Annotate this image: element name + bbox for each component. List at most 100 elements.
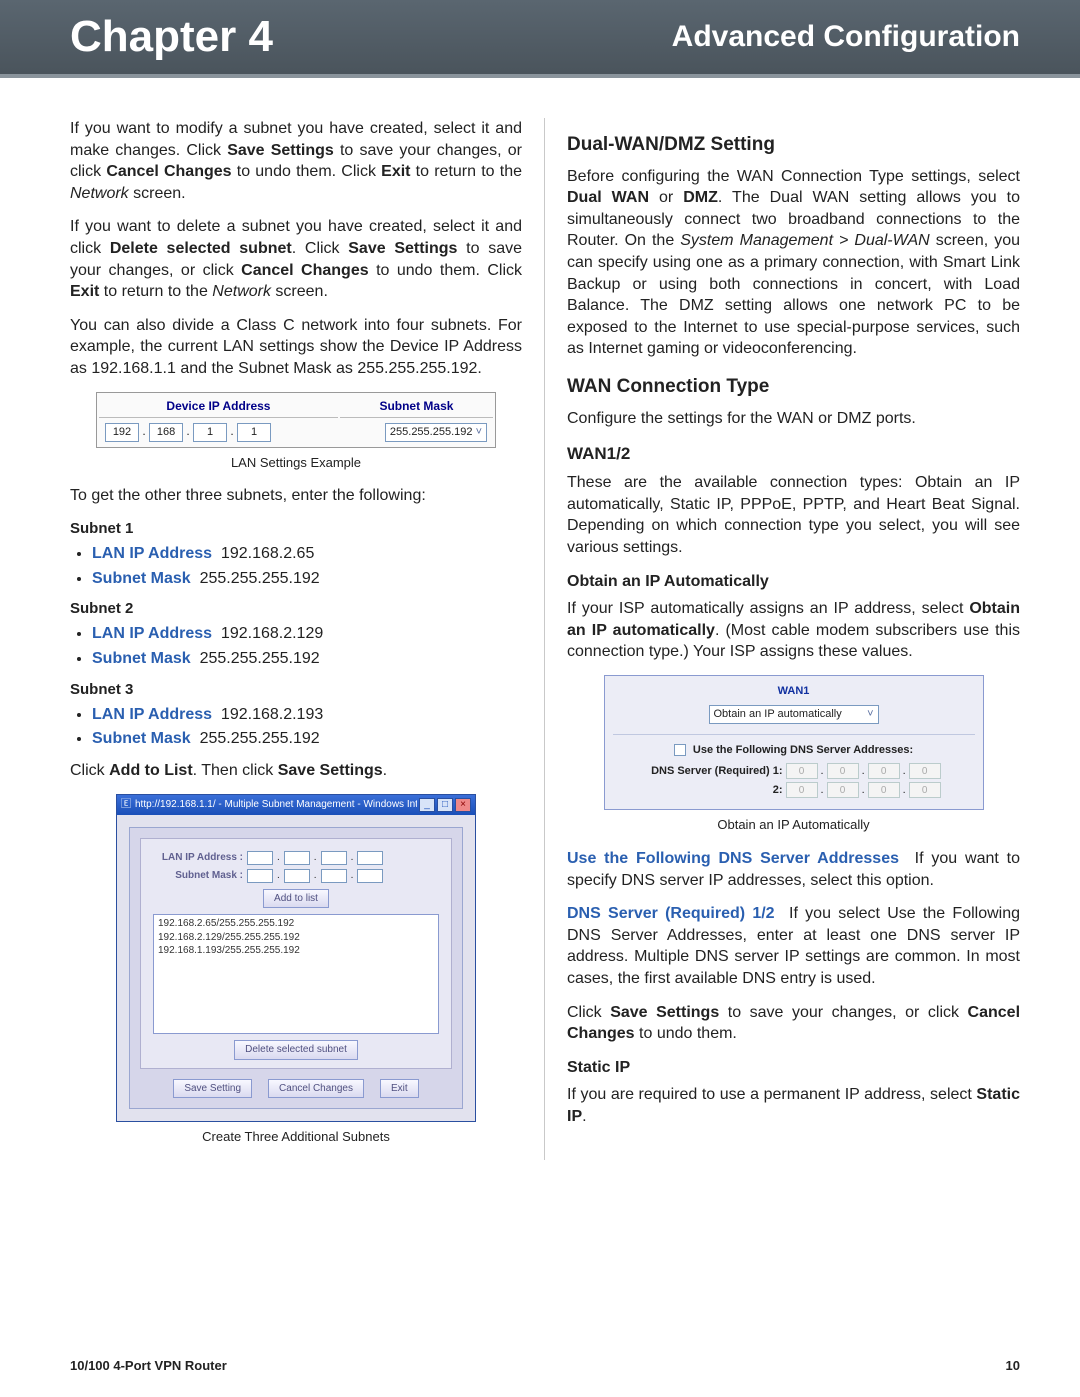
para-dnsreq: DNS Server (Required) 1/2 If you select …: [567, 903, 1020, 989]
field-value: 192.168.2.193: [221, 706, 323, 723]
close-icon[interactable]: ×: [455, 798, 471, 812]
text: or: [649, 189, 683, 206]
save-setting-button[interactable]: Save Setting: [173, 1079, 252, 1099]
ip-octet[interactable]: 168: [149, 423, 183, 442]
text-bold: Save Settings: [227, 142, 334, 159]
mask-value: 255.255.255.192: [390, 426, 473, 438]
text-bold: DMZ: [683, 189, 718, 206]
dns-octet[interactable]: 0: [868, 782, 900, 798]
ip-octet-input[interactable]: [321, 851, 347, 865]
text: . Click: [292, 240, 349, 257]
list-item[interactable]: 192.168.2.65/255.255.255.192: [158, 917, 434, 931]
ip-octet[interactable]: 1: [193, 423, 227, 442]
text: screen.: [129, 185, 186, 202]
window-title: http://192.168.1.1/ - Multiple Subnet Ma…: [135, 798, 417, 812]
para-obtain: If your ISP automatically assigns an IP …: [567, 598, 1020, 663]
list-item[interactable]: 192.168.2.129/255.255.255.192: [158, 931, 434, 945]
subnet-list-box[interactable]: 192.168.2.65/255.255.255.192 192.168.2.1…: [153, 914, 439, 1034]
text: If your ISP automatically assigns an IP …: [567, 600, 969, 617]
text: to return to the: [410, 163, 522, 180]
list-item[interactable]: 192.168.1.193/255.255.255.192: [158, 944, 434, 958]
field-label: Subnet Mask: [92, 570, 191, 587]
ip-octet-input[interactable]: [247, 851, 273, 865]
heading-static: Static IP: [567, 1057, 1020, 1079]
subnet-mgmt-window: 🄴 http://192.168.1.1/ - Multiple Subnet …: [116, 794, 476, 1123]
field-value: 192.168.2.129: [221, 625, 323, 642]
list-item: LAN IP Address 192.168.2.129: [92, 623, 522, 645]
text-bold: Exit: [70, 283, 99, 300]
wan1-figure: WAN1 Obtain an IP automatically ˅ Use th…: [604, 675, 984, 811]
dns-octet[interactable]: 0: [909, 763, 941, 779]
right-column: Dual-WAN/DMZ Setting Before configuring …: [545, 118, 1020, 1160]
label: 2:: [613, 783, 783, 798]
chevron-down-icon: ˅: [476, 426, 482, 438]
checkbox-label: Use the Following DNS Server Addresses:: [693, 744, 913, 756]
list-item: LAN IP Address 192.168.2.65: [92, 543, 522, 565]
text-bold: Cancel Changes: [241, 262, 368, 279]
subnet1-list: LAN IP Address 192.168.2.65 Subnet Mask …: [70, 543, 522, 589]
row-lan-ip: LAN IP Address : . . .: [153, 851, 439, 865]
heading-wan12: WAN1/2: [567, 443, 1020, 466]
text-bold: Save Settings: [610, 1004, 719, 1021]
dns2-row: 2: 0. 0. 0. 0: [613, 782, 975, 798]
chevron-down-icon: ˅: [867, 707, 873, 722]
text: .: [383, 762, 387, 779]
label: Subnet Mask :: [153, 869, 243, 883]
field-label: Subnet Mask: [92, 730, 191, 747]
text-bold: Save Settings: [278, 762, 383, 779]
mask-octet-input[interactable]: [284, 869, 310, 883]
text-italic: Network: [212, 283, 271, 300]
dns-octet[interactable]: 0: [786, 763, 818, 779]
add-to-list-button[interactable]: Add to list: [263, 889, 329, 909]
ip-octet[interactable]: 1: [237, 423, 271, 442]
text: . Then click: [193, 762, 278, 779]
para-classc: You can also divide a Class C network in…: [70, 315, 522, 380]
mask-octet-input[interactable]: [357, 869, 383, 883]
minimize-icon[interactable]: _: [419, 798, 435, 812]
ip-octet-input[interactable]: [357, 851, 383, 865]
mask-octet-input[interactable]: [321, 869, 347, 883]
text-bold: Exit: [381, 163, 410, 180]
dns-octet[interactable]: 0: [786, 782, 818, 798]
mask-octet-input[interactable]: [247, 869, 273, 883]
dns-octet[interactable]: 0: [909, 782, 941, 798]
text: screen, you can specify using one as a p…: [567, 232, 1020, 357]
left-column: If you want to modify a subnet you have …: [70, 118, 545, 1160]
text-bold: Delete selected subnet: [110, 240, 292, 257]
section-title: Advanced Configuration: [672, 20, 1020, 54]
field-label: DNS Server (Required) 1/2: [567, 905, 775, 922]
field-label: LAN IP Address: [92, 625, 212, 642]
delete-subnet-button[interactable]: Delete selected subnet: [234, 1040, 358, 1060]
wan-type-select[interactable]: Obtain an IP automatically ˅: [709, 705, 879, 724]
field-value: 255.255.255.192: [200, 730, 320, 747]
ip-cell: 192 . 168 . 1 . 1: [99, 420, 338, 445]
dns-octet[interactable]: 0: [868, 763, 900, 779]
text: to return to the: [99, 283, 212, 300]
ip-octet[interactable]: 192: [105, 423, 139, 442]
field-value: 255.255.255.192: [200, 570, 320, 587]
text: Click: [70, 762, 109, 779]
text-bold: Dual WAN: [567, 189, 649, 206]
para-usedns: Use the Following DNS Server Addresses I…: [567, 848, 1020, 891]
lan-caption: LAN Settings Example: [70, 454, 522, 472]
text: to undo them.: [635, 1025, 737, 1042]
col-subnet-mask: Subnet Mask: [340, 395, 493, 418]
dns-octet[interactable]: 0: [827, 782, 859, 798]
cancel-changes-button[interactable]: Cancel Changes: [268, 1079, 364, 1099]
dns-octet[interactable]: 0: [827, 763, 859, 779]
use-dns-checkbox[interactable]: [674, 744, 686, 756]
text: to undo them. Click: [232, 163, 382, 180]
subnet3-list: LAN IP Address 192.168.2.193 Subnet Mask…: [70, 704, 522, 750]
select-value: Obtain an IP automatically: [714, 708, 842, 720]
label: LAN IP Address :: [153, 851, 243, 865]
para-modify: If you want to modify a subnet you have …: [70, 118, 522, 204]
row-subnet-mask: Subnet Mask : . . .: [153, 869, 439, 883]
text: to save your changes, or click: [719, 1004, 967, 1021]
exit-button[interactable]: Exit: [380, 1079, 419, 1099]
maximize-icon[interactable]: □: [437, 798, 453, 812]
field-value: 192.168.2.65: [221, 545, 314, 562]
text: Before configuring the WAN Connection Ty…: [567, 168, 1020, 185]
page-number: 10: [1006, 1358, 1020, 1373]
subnet-mask-select[interactable]: 255.255.255.192 ˅: [385, 423, 487, 442]
ip-octet-input[interactable]: [284, 851, 310, 865]
